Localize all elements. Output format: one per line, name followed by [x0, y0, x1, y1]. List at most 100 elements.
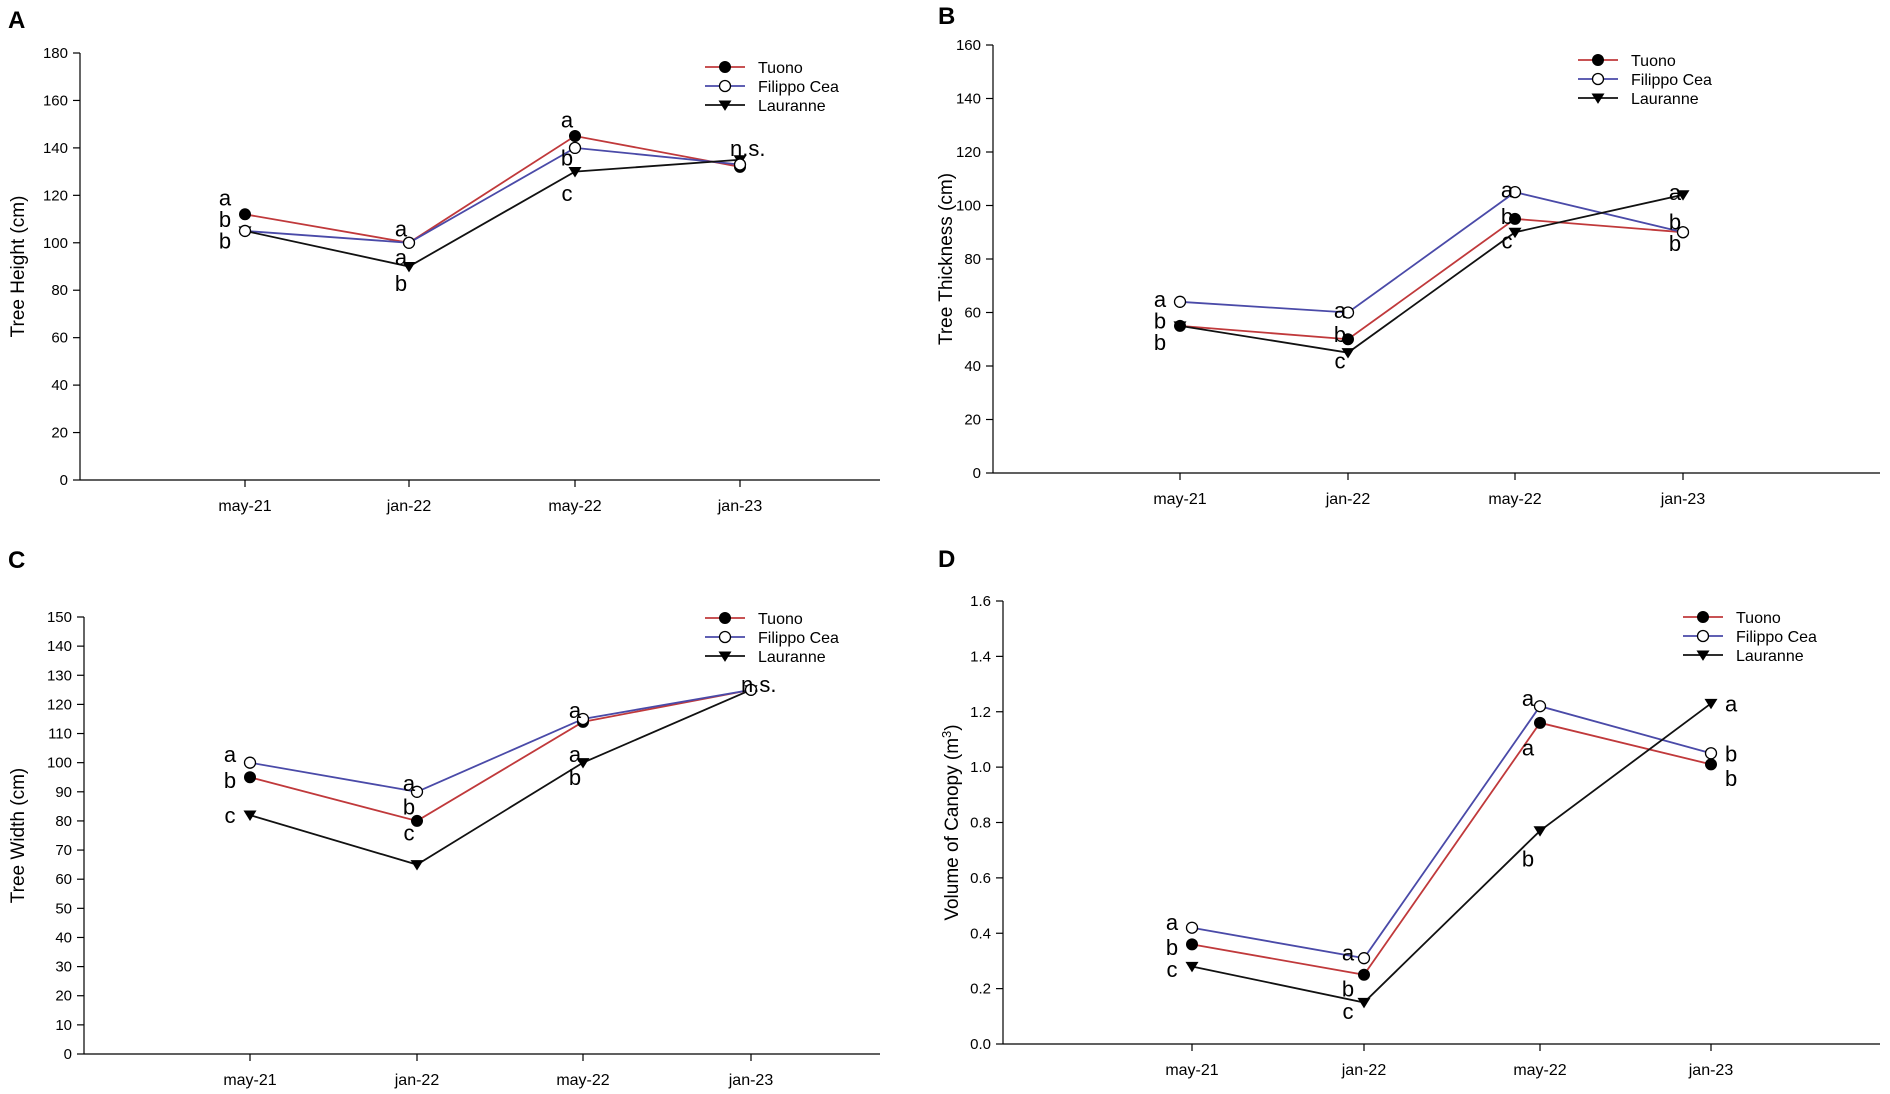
panel-letter: D	[938, 546, 955, 573]
significance-label: a	[224, 742, 237, 767]
data-point	[1173, 295, 1187, 308]
y-tick-label: 1.0	[970, 759, 991, 776]
legend-label: Filippo Cea	[758, 79, 839, 96]
y-tick-label: 90	[55, 784, 72, 801]
significance-label: b	[561, 145, 573, 170]
legend-label: Filippo Cea	[1736, 629, 1817, 646]
significance-label: c	[1335, 349, 1346, 374]
significance-label: b	[1154, 309, 1166, 334]
panel-C: C 0 10 20 30 40 50 60 70 80 90 100 110 120 130 140 150 ma…	[8, 547, 880, 1089]
data-point	[410, 860, 424, 871]
data-point	[1676, 190, 1690, 201]
legend-marker	[718, 651, 732, 662]
series-line-filippo-cea	[1179, 191, 1684, 314]
y-tick-label: 20	[964, 412, 981, 429]
significance-label: a	[569, 742, 582, 767]
x-tick-label: jan-22	[1325, 491, 1371, 508]
significance-label: b	[1725, 766, 1737, 791]
series-line-tuono	[1179, 217, 1684, 341]
y-tick-label: 140	[43, 140, 68, 157]
series-line-tuono	[244, 135, 741, 244]
significance-label: n.s.	[730, 136, 765, 161]
significance-label: b	[1725, 741, 1737, 766]
x-tick-label: jan-22	[386, 498, 432, 515]
y-tick-label: 20	[55, 988, 72, 1005]
legend-label: Lauranne	[758, 649, 826, 666]
legend-marker	[1591, 72, 1605, 86]
significance-label: a	[1725, 691, 1738, 716]
data-point	[410, 785, 424, 798]
x-tick-label: jan-22	[1341, 1062, 1387, 1079]
data-point	[1509, 212, 1521, 225]
y-axis-title: Tree Height (cm)	[8, 196, 29, 338]
data-point	[238, 224, 252, 238]
data-point	[243, 756, 257, 769]
y-tick-label: 80	[51, 282, 68, 299]
data-point	[239, 208, 251, 221]
y-tick-label: 0.6	[970, 870, 991, 887]
significance-label: a	[1154, 287, 1167, 312]
y-tick-label: 0	[973, 465, 981, 482]
x-tick-label: may-21	[1165, 1062, 1218, 1079]
series-line-tuono	[1191, 721, 1712, 976]
data-point	[1534, 716, 1546, 729]
legend-marker	[1697, 611, 1709, 623]
series-line-tuono	[249, 688, 752, 822]
significance-label: a	[403, 771, 416, 796]
data-point	[1185, 961, 1199, 973]
y-tick-label: 0.8	[970, 815, 991, 832]
x-tick-label: jan-23	[728, 1072, 774, 1089]
significance-label: c	[1343, 999, 1354, 1024]
panel-B: B 0 20 40 60 80 100 120 140 160 may-21 jan-22 may-22…	[936, 3, 1880, 508]
y-tick-label: 150	[47, 609, 72, 626]
y-tick-label: 0	[64, 1046, 72, 1063]
x-tick-label: may-21	[223, 1072, 276, 1089]
legend-marker	[719, 61, 731, 73]
x-tick-label: jan-23	[1688, 1062, 1734, 1079]
significance-label: a	[1342, 941, 1355, 966]
y-tick-label: 120	[43, 187, 68, 204]
x-tick-label: may-21	[1153, 491, 1206, 508]
significance-label: b	[1166, 935, 1178, 960]
y-tick-label: 0.4	[970, 925, 991, 942]
y-tick-label: 40	[964, 358, 981, 375]
series-line-lauranne	[1191, 702, 1712, 1004]
series-line-filippo-cea	[1191, 705, 1712, 960]
y-tick-label: 120	[47, 696, 72, 713]
data-point	[402, 236, 416, 249]
series-line-lauranne	[1179, 193, 1684, 354]
legend-marker	[1591, 93, 1605, 104]
panel-letter: B	[938, 3, 955, 30]
y-tick-label: 100	[47, 755, 72, 772]
x-tick-label: jan-22	[394, 1072, 440, 1089]
data-point	[1533, 700, 1547, 713]
data-point	[1533, 826, 1547, 837]
data-point	[576, 758, 590, 769]
x-tick-label: may-21	[218, 498, 271, 515]
significance-label: b	[1669, 210, 1681, 235]
x-tick-label: may-22	[548, 498, 601, 515]
panel-letter: A	[8, 7, 25, 34]
significance-label: c	[562, 181, 573, 206]
legend: Tuono Filippo Cea Lauranne	[1683, 610, 1817, 665]
legend-label: Tuono	[1736, 610, 1781, 627]
legend-marker	[718, 100, 732, 111]
y-tick-label: 20	[51, 425, 68, 442]
y-tick-label: 50	[55, 900, 72, 917]
y-tick-label: 60	[964, 305, 981, 322]
legend-label: Lauranne	[758, 98, 826, 115]
significance-label: a	[561, 107, 574, 132]
data-point	[1186, 938, 1198, 951]
x-tick-label: may-22	[1513, 1062, 1566, 1079]
y-tick-label: 120	[956, 144, 981, 161]
data-point	[1342, 333, 1354, 346]
y-axis-title: Tree Width (cm)	[8, 768, 29, 903]
y-tick-label: 10	[55, 1017, 72, 1034]
y-tick-label: 60	[55, 871, 72, 888]
significance-label: a	[569, 698, 582, 723]
y-tick-label: 80	[964, 251, 981, 268]
data-point	[1185, 921, 1199, 934]
significance-label: a	[1501, 177, 1514, 202]
y-tick-label: 60	[51, 330, 68, 347]
significance-label: c	[225, 803, 236, 828]
